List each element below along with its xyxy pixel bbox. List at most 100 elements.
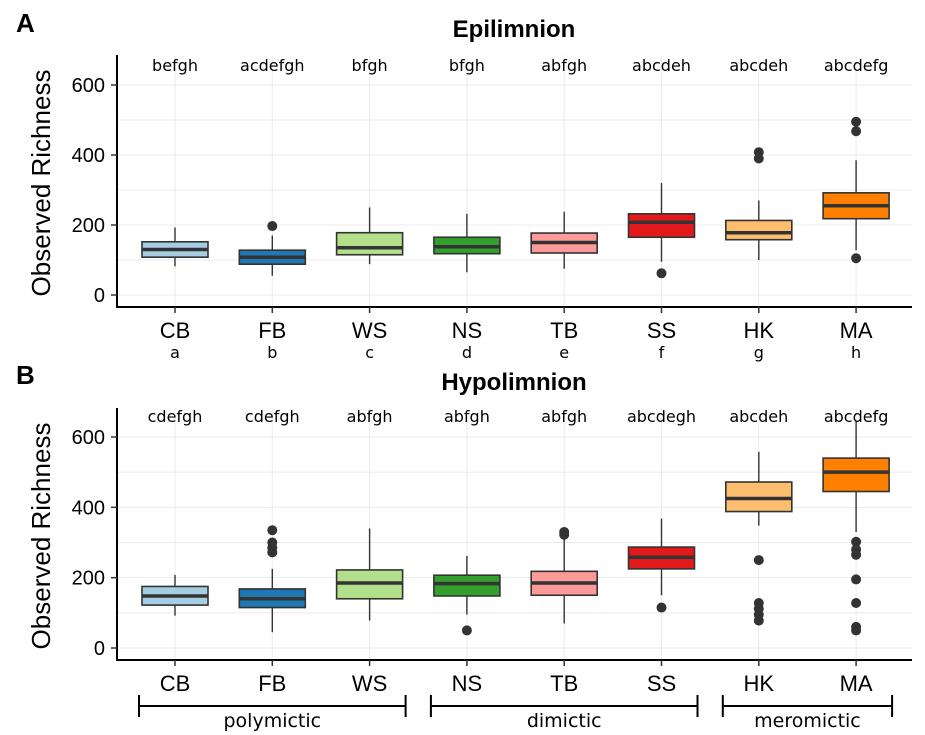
outlier-point: [656, 268, 667, 279]
group-bracket: meromictic: [721, 695, 894, 732]
iqr-box: [724, 219, 793, 241]
panel-b-title: Hypolimnion: [441, 369, 586, 396]
y-tick-label: 200: [72, 215, 105, 237]
category-code: b: [267, 343, 277, 362]
outlier-point: [656, 602, 667, 613]
group-bracket: polymictic: [138, 695, 407, 732]
y-tick-label: 200: [72, 568, 105, 590]
group-label: meromictic: [754, 710, 861, 732]
x-tick-label: FB: [258, 671, 286, 696]
box-TB: [530, 211, 599, 269]
x-tick-label: SS: [647, 318, 676, 343]
significance-letters: abcdegh: [627, 407, 696, 426]
category-code: d: [462, 343, 472, 362]
category-code: g: [754, 343, 764, 362]
significance-letters: bfgh: [449, 56, 485, 75]
significance-letters: cdefgh: [148, 407, 203, 426]
significance-letters: abfgh: [541, 56, 587, 75]
outlier-point: [851, 536, 862, 547]
significance-letters: befgh: [152, 56, 198, 75]
y-tick-label: 0: [94, 638, 105, 660]
outlier-point: [753, 615, 764, 626]
category-code: f: [659, 343, 665, 362]
x-tick-label: HK: [744, 671, 775, 696]
box-NS: [433, 213, 501, 273]
significance-letters: abfgh: [541, 407, 587, 426]
group-bracket: dimictic: [429, 695, 699, 732]
box-MA: [822, 421, 890, 636]
group-label: polymictic: [223, 710, 321, 732]
outlier-point: [851, 253, 862, 264]
significance-letters: abcdeh: [729, 407, 788, 426]
box-FB: [238, 221, 307, 276]
box-WS: [335, 528, 404, 621]
panel-a-letter: A: [16, 8, 35, 38]
outlier-point: [851, 597, 862, 608]
x-tick-label: SS: [647, 671, 676, 696]
outlier-point: [753, 147, 764, 158]
category-code: a: [170, 343, 180, 362]
box-NS: [433, 555, 501, 636]
y-tick-label: 600: [72, 427, 105, 449]
x-tick-label: WS: [352, 671, 387, 696]
significance-letters: abfgh: [444, 407, 490, 426]
box-CB: [141, 574, 209, 616]
x-tick-label: CB: [160, 671, 191, 696]
x-tick-label: TB: [550, 318, 578, 343]
outlier-point: [851, 625, 862, 636]
significance-letters: abcdeh: [632, 56, 691, 75]
x-tick-label: WS: [352, 318, 387, 343]
y-tick-label: 0: [94, 285, 105, 307]
outlier-point: [461, 625, 472, 636]
box-WS: [335, 207, 404, 265]
outlier-point: [851, 126, 862, 137]
significance-letters: abfgh: [347, 407, 393, 426]
significance-letters: abcdeh: [729, 56, 788, 75]
panel-b-plot: 0 200 400 600 cdefgh cdefgh abfgh abfgh abfgh abc…: [72, 407, 912, 696]
outlier-point: [753, 555, 764, 566]
x-tick-label: FB: [258, 318, 286, 343]
group-label: dimictic: [527, 710, 602, 732]
significance-letters: bfgh: [352, 56, 388, 75]
iqr-box: [335, 231, 404, 256]
panel-a-title: Epilimnion: [453, 16, 576, 43]
box-FB: [238, 525, 307, 633]
iqr-box: [822, 457, 890, 493]
category-code: e: [559, 343, 569, 362]
y-tick-label: 400: [72, 145, 105, 167]
iqr-box: [433, 574, 501, 597]
category-code: c: [365, 343, 374, 362]
y-tick-label: 400: [72, 497, 105, 519]
x-tick-label: CB: [160, 318, 191, 343]
outlier-point: [267, 525, 278, 536]
box-MA: [822, 116, 890, 264]
x-tick-label: MA: [840, 671, 873, 696]
outlier-point: [559, 526, 570, 537]
iqr-box: [724, 481, 793, 513]
outlier-point: [851, 574, 862, 585]
x-tick-label: TB: [550, 671, 578, 696]
x-tick-label: HK: [744, 318, 775, 343]
y-tick-label: 600: [72, 75, 105, 97]
category-code: h: [851, 343, 861, 362]
significance-letters: acdefgh: [240, 56, 305, 75]
panel-b-letter: B: [16, 360, 35, 390]
outlier-point: [267, 537, 278, 548]
outlier-point: [267, 221, 278, 232]
outlier-point: [851, 116, 862, 127]
panel-a-ylabel: Observed Richness: [26, 70, 56, 297]
box-SS: [627, 518, 696, 613]
outlier-point: [851, 549, 862, 560]
panel-b-ylabel: Observed Richness: [26, 423, 56, 650]
box-HK: [724, 451, 793, 626]
x-tick-label: NS: [452, 671, 483, 696]
significance-letters: abcdefg: [824, 407, 889, 426]
box-HK: [724, 147, 793, 260]
box-CB: [141, 227, 209, 267]
box-TB: [530, 526, 599, 624]
x-tick-label: NS: [452, 318, 483, 343]
significance-letters: abcdefg: [824, 56, 889, 75]
significance-letters: cdefgh: [245, 407, 300, 426]
